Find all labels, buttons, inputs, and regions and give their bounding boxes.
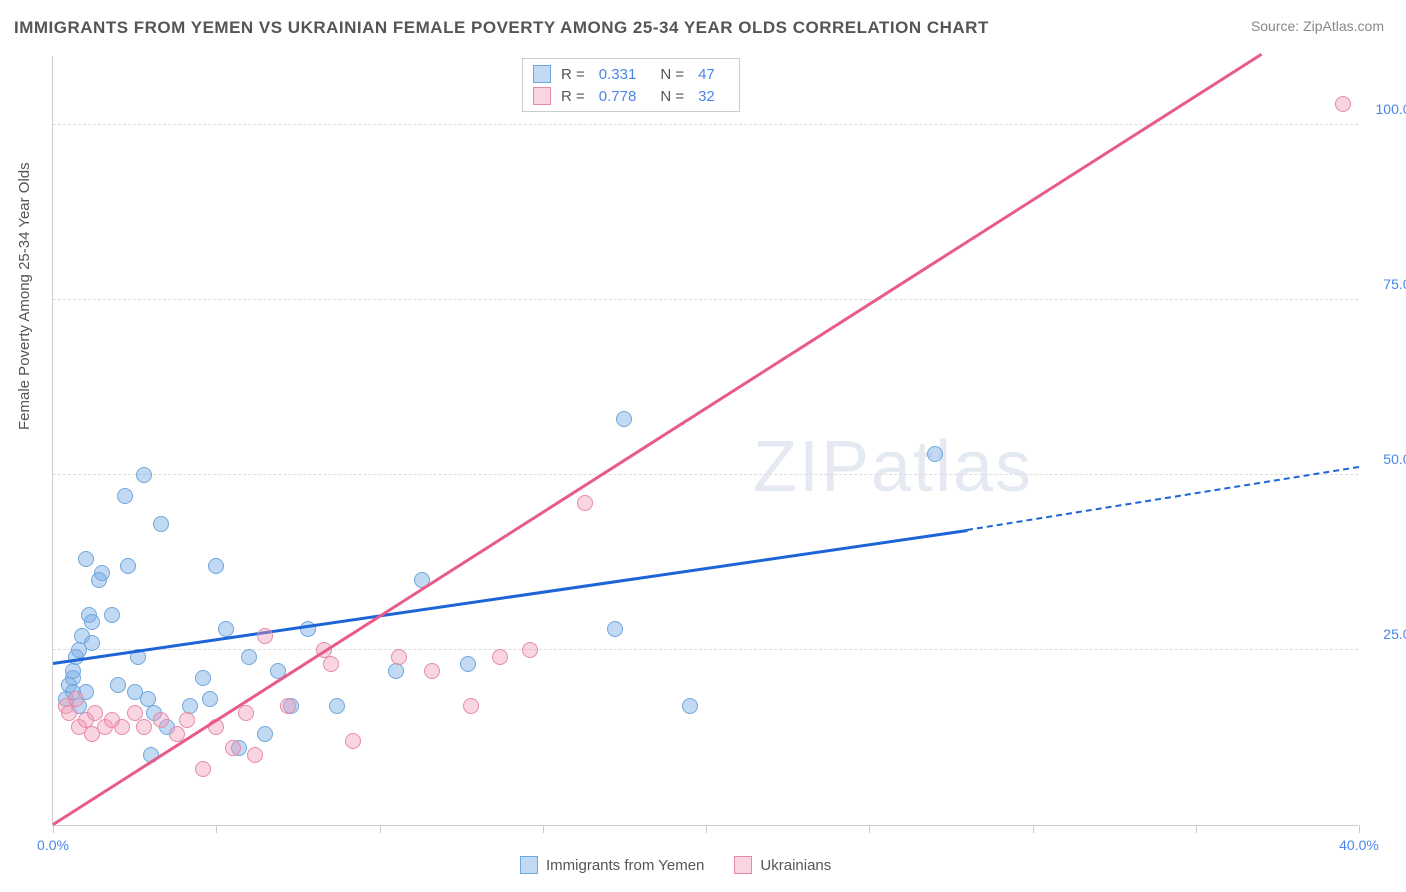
data-point <box>65 663 81 679</box>
x-tick <box>1196 825 1197 833</box>
data-point <box>522 642 538 658</box>
trend-line <box>53 529 968 664</box>
data-point <box>616 411 632 427</box>
data-point <box>218 621 234 637</box>
data-point <box>323 656 339 672</box>
stats-row-yemen: R = 0.331 N = 47 <box>533 63 729 85</box>
legend-swatch-ukrainians <box>734 856 752 874</box>
data-point <box>104 607 120 623</box>
trend-line <box>52 53 1261 825</box>
data-point <box>1335 96 1351 112</box>
data-point <box>153 712 169 728</box>
data-point <box>117 488 133 504</box>
watermark-zip: ZIP <box>753 427 871 507</box>
gridline <box>53 474 1358 475</box>
r-value-ukrainians: 0.778 <box>599 88 637 105</box>
data-point <box>78 551 94 567</box>
y-tick-label: 50.0% <box>1383 451 1406 467</box>
x-tick <box>216 825 217 833</box>
data-point <box>84 614 100 630</box>
data-point <box>94 565 110 581</box>
data-point <box>153 516 169 532</box>
data-point <box>110 677 126 693</box>
x-tick-label: 0.0% <box>37 837 69 853</box>
x-tick <box>1359 825 1360 833</box>
data-point <box>87 705 103 721</box>
data-point <box>247 747 263 763</box>
legend-item-yemen: Immigrants from Yemen <box>520 856 704 874</box>
swatch-yemen <box>533 65 551 83</box>
data-point <box>492 649 508 665</box>
chart-title: IMMIGRANTS FROM YEMEN VS UKRAINIAN FEMAL… <box>14 18 989 38</box>
y-axis-label: Female Poverty Among 25-34 Year Olds <box>16 162 33 430</box>
data-point <box>208 558 224 574</box>
data-point <box>238 705 254 721</box>
data-point <box>577 495 593 511</box>
y-tick-label: 75.0% <box>1383 276 1406 292</box>
plot-area: ZIPatlas 25.0%50.0%75.0%100.0%0.0%40.0% <box>52 56 1358 826</box>
legend-label-yemen: Immigrants from Yemen <box>546 857 704 874</box>
data-point <box>84 635 100 651</box>
data-point <box>607 621 623 637</box>
swatch-ukrainians <box>533 87 551 105</box>
stats-legend: R = 0.331 N = 47 R = 0.778 N = 32 <box>522 58 740 112</box>
data-point <box>136 719 152 735</box>
legend-swatch-yemen <box>520 856 538 874</box>
n-value-ukrainians: 32 <box>698 88 715 105</box>
data-point <box>195 761 211 777</box>
r-label: R = <box>561 66 585 83</box>
data-point <box>463 698 479 714</box>
data-point <box>257 726 273 742</box>
x-tick <box>1033 825 1034 833</box>
data-point <box>61 705 77 721</box>
data-point <box>120 558 136 574</box>
series-legend: Immigrants from Yemen Ukrainians <box>520 856 831 874</box>
source-attribution: Source: ZipAtlas.com <box>1251 18 1384 34</box>
data-point <box>927 446 943 462</box>
data-point <box>68 691 84 707</box>
data-point <box>179 712 195 728</box>
x-tick-label: 40.0% <box>1339 837 1379 853</box>
legend-item-ukrainians: Ukrainians <box>734 856 831 874</box>
n-label: N = <box>660 88 684 105</box>
y-tick-label: 100.0% <box>1376 101 1406 117</box>
trend-line-dashed <box>967 466 1359 531</box>
x-tick <box>53 825 54 833</box>
data-point <box>241 649 257 665</box>
data-point <box>195 670 211 686</box>
data-point <box>460 656 476 672</box>
r-value-yemen: 0.331 <box>599 66 637 83</box>
gridline <box>53 124 1358 125</box>
data-point <box>225 740 241 756</box>
data-point <box>682 698 698 714</box>
data-point <box>114 719 130 735</box>
x-tick <box>706 825 707 833</box>
data-point <box>257 628 273 644</box>
data-point <box>202 691 218 707</box>
data-point <box>345 733 361 749</box>
data-point <box>388 663 404 679</box>
x-tick <box>380 825 381 833</box>
stats-row-ukrainians: R = 0.778 N = 32 <box>533 85 729 107</box>
data-point <box>136 467 152 483</box>
data-point <box>329 698 345 714</box>
source-label: Source: <box>1251 18 1299 34</box>
y-tick-label: 25.0% <box>1383 626 1406 642</box>
n-label: N = <box>660 66 684 83</box>
data-point <box>391 649 407 665</box>
data-point <box>127 705 143 721</box>
gridline <box>53 299 1358 300</box>
legend-label-ukrainians: Ukrainians <box>760 857 831 874</box>
watermark: ZIPatlas <box>753 426 1033 508</box>
n-value-yemen: 47 <box>698 66 715 83</box>
chart-container: IMMIGRANTS FROM YEMEN VS UKRAINIAN FEMAL… <box>0 0 1406 892</box>
data-point <box>280 698 296 714</box>
x-tick <box>543 825 544 833</box>
watermark-atlas: atlas <box>871 427 1033 507</box>
data-point <box>424 663 440 679</box>
source-value: ZipAtlas.com <box>1303 18 1384 34</box>
r-label: R = <box>561 88 585 105</box>
x-tick <box>869 825 870 833</box>
